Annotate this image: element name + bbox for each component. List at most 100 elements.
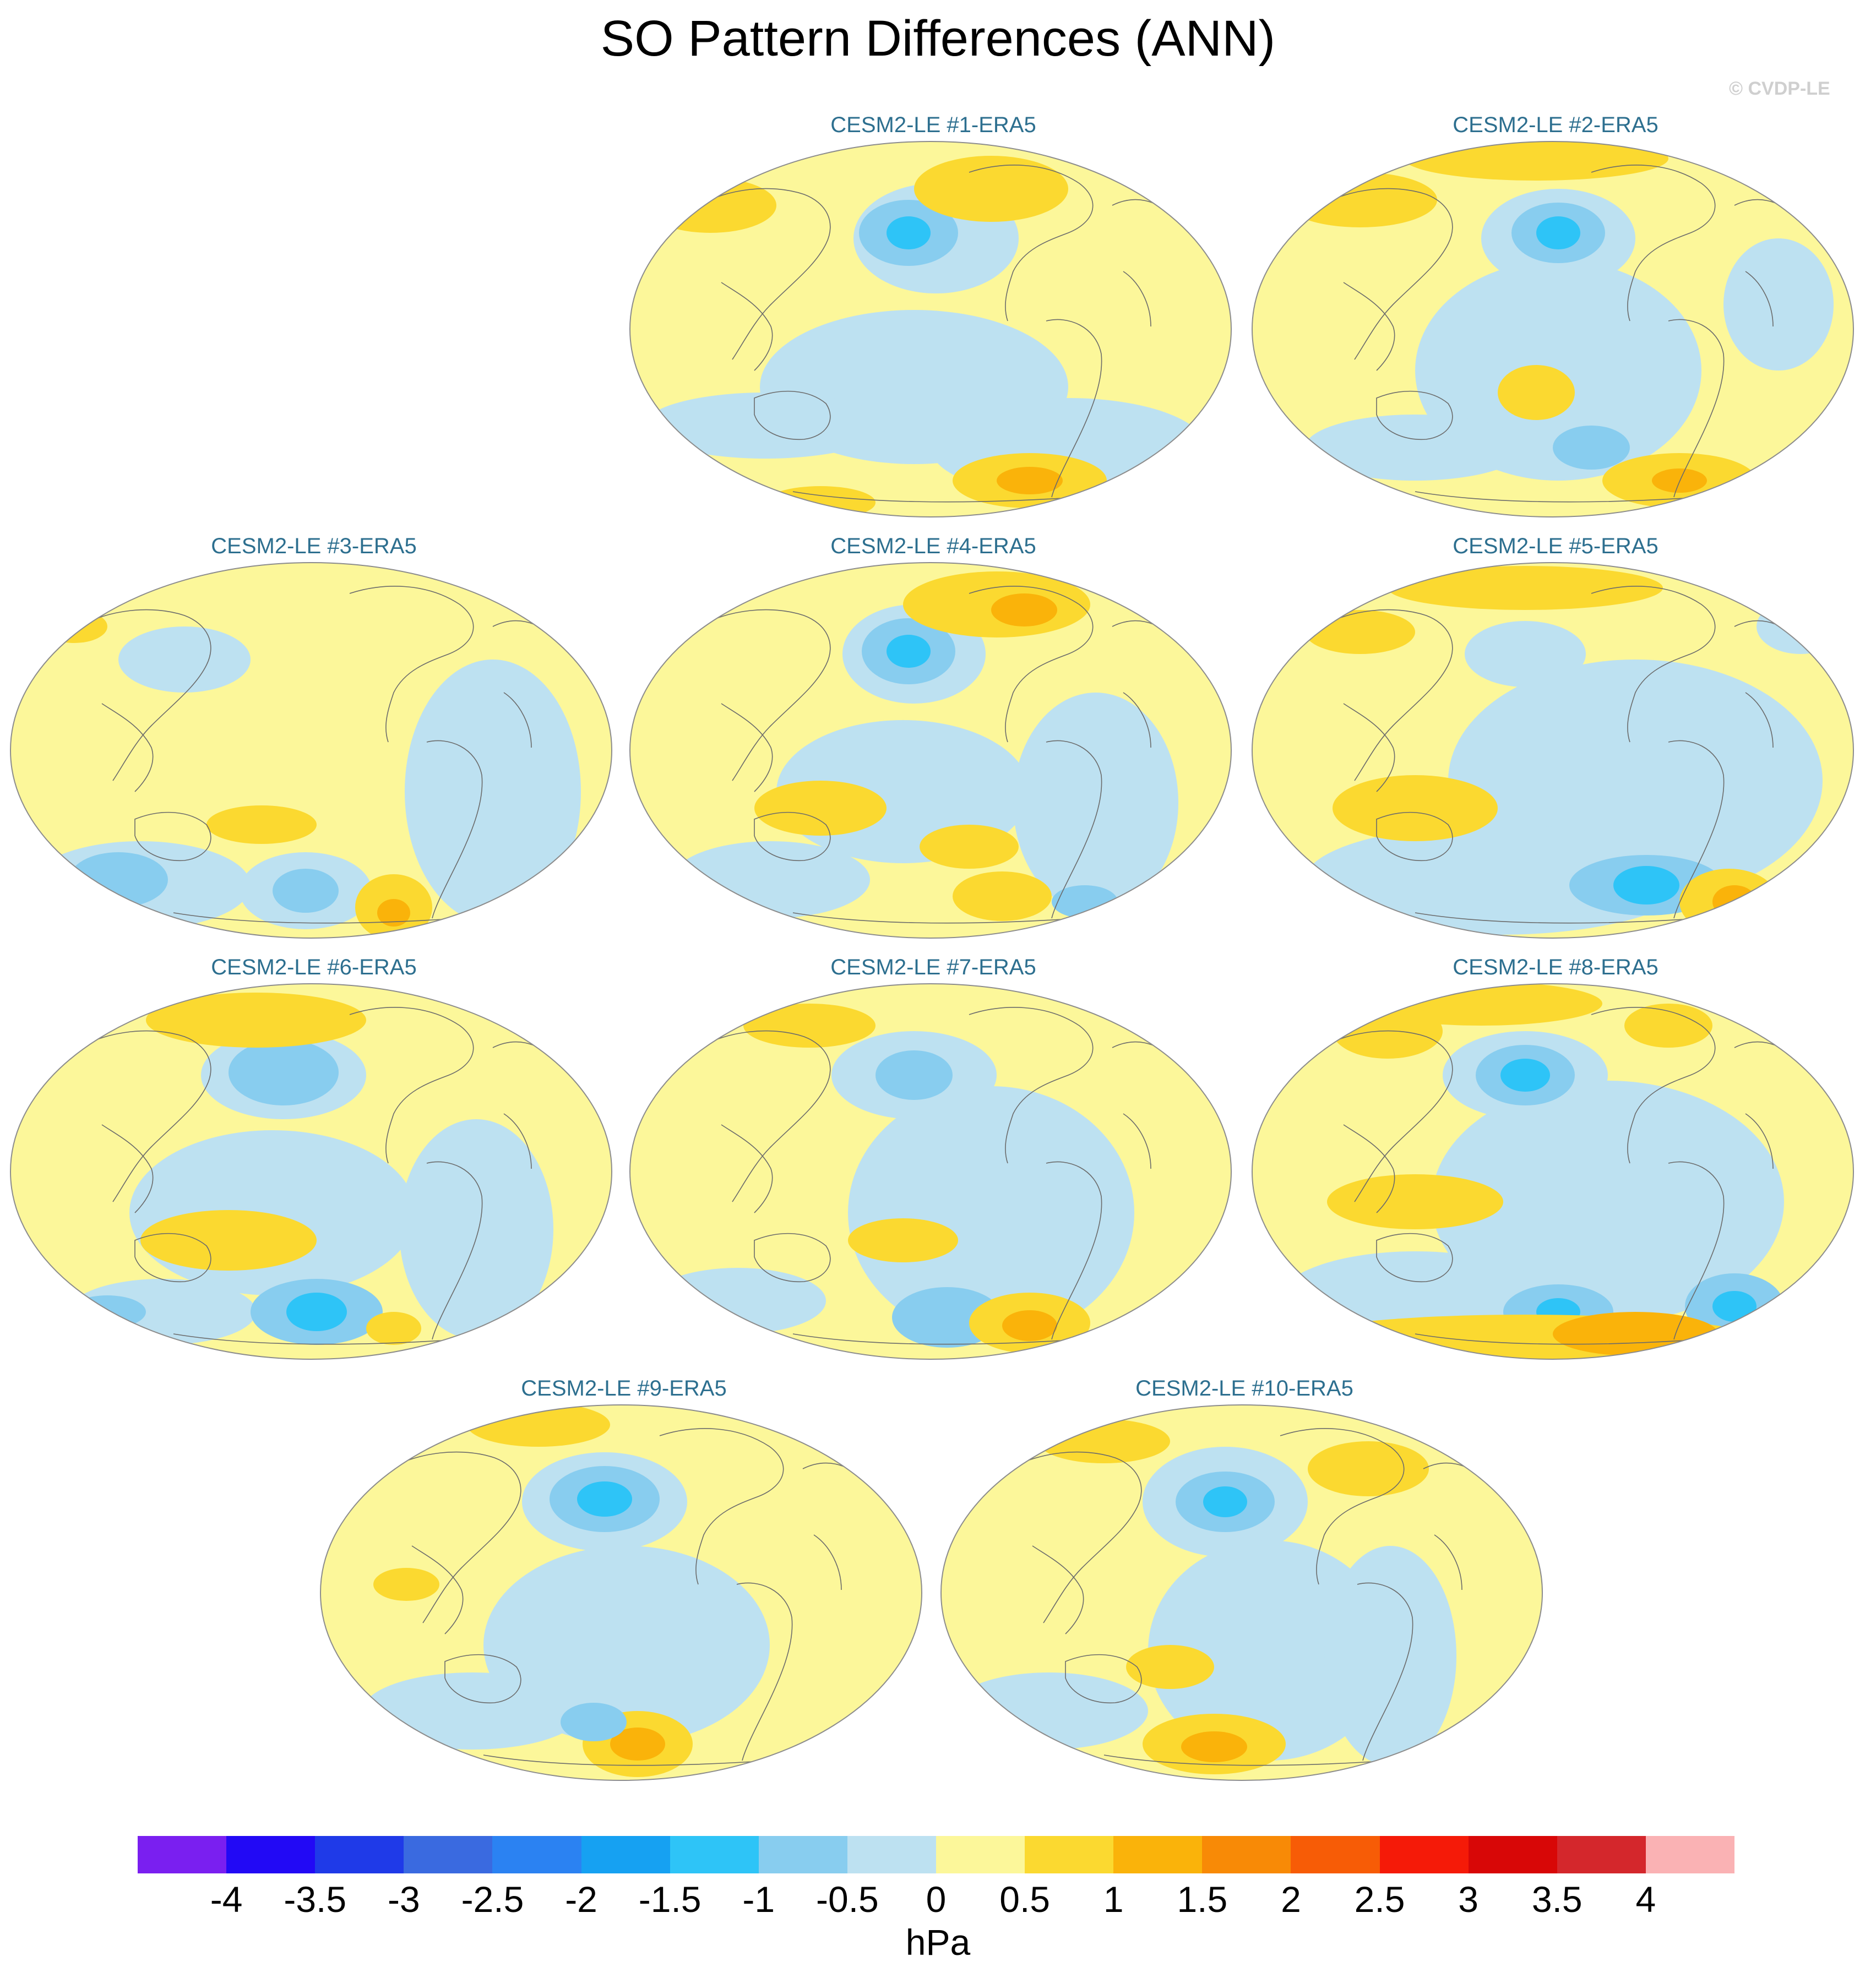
- coastline: [1123, 271, 1151, 327]
- coastline: [1280, 1428, 1405, 1585]
- panel-title: CESM2-LE #4-ERA5: [830, 534, 1036, 558]
- coastline: [389, 1451, 521, 1623]
- anomaly-contour: [1712, 1291, 1757, 1322]
- coastline: [969, 1007, 1094, 1164]
- map-border: [629, 562, 1232, 939]
- robinson-map: [629, 141, 1232, 517]
- coastline: [1415, 912, 1702, 924]
- anomaly-contour: [991, 593, 1057, 626]
- robinson-map: [320, 1404, 922, 1781]
- colorbar-swatch: [1645, 1836, 1735, 1873]
- anomaly-contour: [286, 1293, 347, 1331]
- coastline: [1591, 586, 1716, 743]
- coastline: [1321, 1030, 1453, 1202]
- colorbar-swatch: [1025, 1836, 1114, 1873]
- coastline: [754, 1233, 831, 1283]
- coastline: [1046, 319, 1102, 498]
- colorbar-swatch: [315, 1836, 404, 1873]
- robinson-map: [1252, 562, 1854, 939]
- panel-title: CESM2-LE #5-ERA5: [1453, 534, 1659, 558]
- panel-title: CESM2-LE #3-ERA5: [211, 534, 417, 558]
- coastline: [349, 586, 474, 743]
- anomaly-contour: [765, 486, 876, 517]
- colorbar-tick-label: -2: [565, 1879, 597, 1920]
- anomaly-contour: [41, 610, 107, 643]
- colorbar-tick-label: -1: [742, 1879, 775, 1920]
- anomaly-contour: [914, 156, 1068, 222]
- anomaly-contour: [1500, 1059, 1550, 1092]
- colorbar-tick-label: -2.5: [461, 1879, 524, 1920]
- colorbar-swatch: [758, 1836, 848, 1873]
- anomaly-contour: [140, 1210, 317, 1271]
- colorbar-tick-label: -3: [387, 1879, 420, 1920]
- coastline: [134, 811, 211, 862]
- colorbar-tick-label: 4: [1635, 1879, 1656, 1920]
- coastline: [792, 1333, 1080, 1345]
- robinson-map: [940, 1404, 1543, 1781]
- coastline: [1046, 740, 1102, 919]
- anomaly-contour: [1613, 866, 1679, 904]
- coastline: [1668, 740, 1725, 919]
- coastline: [721, 703, 773, 792]
- panel-title: CESM2-LE #7-ERA5: [830, 955, 1036, 979]
- colorbar-tick-label: 2.5: [1354, 1879, 1405, 1920]
- coastline: [1745, 1113, 1774, 1169]
- anomaly-contour: [118, 626, 251, 693]
- anomaly-contour: [644, 393, 887, 459]
- anomaly-contour: [953, 871, 1052, 921]
- anomaly-contour: [366, 1312, 421, 1345]
- coastline: [1434, 1534, 1462, 1590]
- anomaly-contour: [373, 1568, 439, 1601]
- coastline: [173, 912, 460, 924]
- map-border: [1252, 562, 1854, 939]
- colorbar-unit: hPa: [905, 1922, 971, 1963]
- colorbar-swatch: [1379, 1836, 1469, 1873]
- colorbar-ticks: -4 -3.5 -3 -2.5 -2 -1.5 -1 -0.5 0 0.5 1 1.5 2 2.5 3 3.5…: [0, 1878, 1876, 1928]
- coastline: [1010, 1451, 1142, 1623]
- anomaly-contour: [146, 993, 366, 1048]
- coastline: [1343, 282, 1395, 371]
- coastline: [79, 1030, 211, 1202]
- map-border: [940, 1404, 1543, 1781]
- coastline: [1745, 271, 1774, 327]
- coastline: [503, 692, 532, 748]
- coastline: [503, 1113, 532, 1169]
- coastline: [792, 912, 1080, 924]
- colorbar-swatch: [1468, 1836, 1558, 1873]
- map-border: [10, 983, 612, 1360]
- anomaly-contour: [848, 1086, 1134, 1339]
- coastline: [699, 188, 831, 360]
- anomaly-contour: [206, 805, 317, 844]
- colorbar-swatch: [1202, 1836, 1291, 1873]
- anomaly-contour: [1757, 599, 1845, 654]
- anomaly-contour: [229, 1039, 339, 1105]
- map-border: [1252, 141, 1854, 517]
- anomaly-contour: [1712, 885, 1757, 918]
- figure-title: SO Pattern Differences (ANN): [600, 10, 1276, 67]
- map-border: [320, 1404, 922, 1781]
- robinson-map: [1252, 141, 1854, 517]
- anomaly-contour: [1553, 1312, 1718, 1356]
- coastline: [1591, 1007, 1716, 1164]
- coastline: [1065, 1654, 1142, 1704]
- colorbar-swatch: [1557, 1836, 1646, 1873]
- colorbar-tick-label: 0: [926, 1879, 947, 1920]
- anomaly-contour: [399, 1119, 553, 1339]
- coastline: [754, 811, 831, 862]
- colorbar-swatch: [492, 1836, 582, 1873]
- anomaly-contour: [1305, 610, 1415, 654]
- anomaly-contour: [887, 635, 931, 668]
- anomaly-contour: [1181, 1731, 1247, 1762]
- anomaly-contour: [1624, 1004, 1712, 1048]
- coastline: [1343, 703, 1395, 792]
- colorbar-tick-label: 1.5: [1177, 1879, 1228, 1920]
- map-border: [1252, 983, 1854, 1360]
- coastline: [134, 1233, 211, 1283]
- robinson-map: [10, 562, 612, 939]
- coastline: [1357, 1582, 1413, 1761]
- anomaly-contour: [1126, 1645, 1214, 1689]
- colorbar-tick-label: -1.5: [638, 1879, 702, 1920]
- anomaly-contour: [997, 467, 1063, 494]
- coastline: [101, 703, 154, 792]
- map-panel: CESM2-LE #8-ERA5: [1250, 955, 1861, 1374]
